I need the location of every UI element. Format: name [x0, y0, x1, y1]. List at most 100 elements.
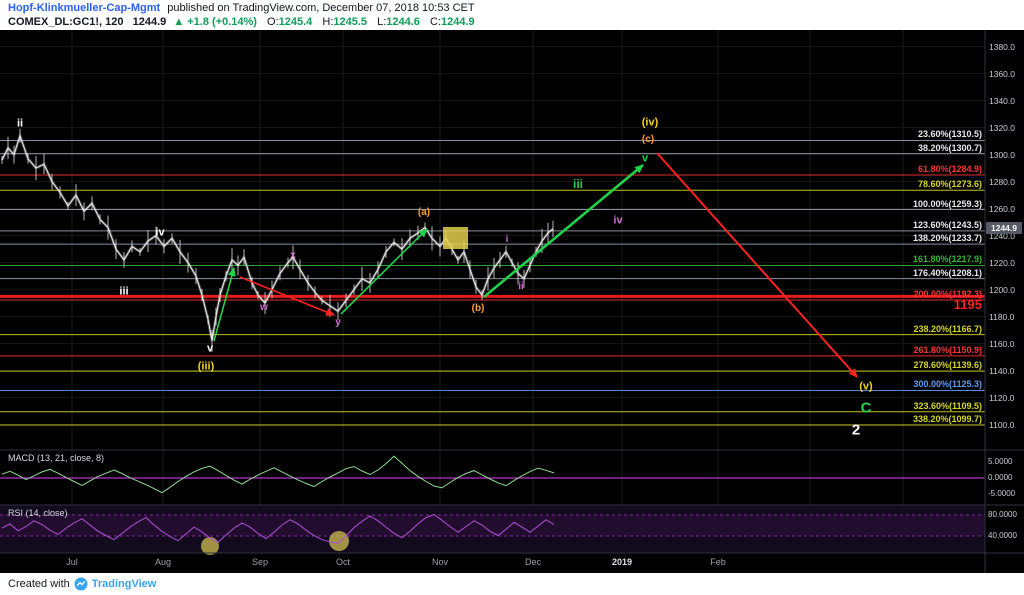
fib-level-label: 1195 — [953, 297, 982, 313]
publish-line: Hopf-Klinkmueller-Cap-Mgmt published on … — [8, 1, 1016, 15]
trend-arrow-red[interactable] — [656, 152, 858, 378]
price-tick-label: 1180.0 — [989, 311, 1015, 322]
time-axis-label[interactable]: Dec — [524, 557, 542, 567]
wave-label-ii[interactable]: ii — [518, 281, 524, 292]
price-tick-label: 1140.0 — [989, 365, 1015, 376]
wave-label-b[interactable]: (b) — [471, 303, 485, 314]
oscillator-tick-label: 0.0000 — [988, 473, 1013, 482]
wave-label-c[interactable]: (c) — [641, 134, 655, 145]
highlight-box[interactable] — [443, 227, 468, 249]
fib-level-label: 23.60%(1310.5) — [917, 129, 982, 140]
symbol-line: COMEX_DL:GC1!, 120 1244.9 ▲ +1.8 (+0.14%… — [8, 15, 1016, 29]
wave-label-v[interactable]: (v) — [859, 380, 873, 393]
fib-level-label: 38.20%(1300.7) — [917, 142, 982, 153]
fib-level-label: 338.20%(1099.7) — [912, 414, 982, 425]
trend-arrow-red[interactable] — [239, 276, 335, 316]
fib-level-label: 138.20%(1233.7) — [912, 233, 982, 244]
price-tick-label: 1340.0 — [989, 95, 1015, 106]
chart-canvas[interactable] — [0, 30, 1024, 573]
wave-label-ii[interactable]: ii — [16, 117, 24, 130]
price-tick-label: 1120.0 — [989, 392, 1015, 403]
wave-label-iv[interactable]: iv — [155, 226, 165, 239]
trend-arrow-green[interactable] — [483, 163, 644, 299]
macd-indicator-title[interactable]: MACD (13, 21, close, 8) — [8, 453, 105, 463]
time-axis-label[interactable]: Feb — [710, 557, 726, 567]
price-change: ▲ +1.8 (+0.14%) — [173, 16, 257, 28]
fib-level-label: 300.00%(1125.3) — [913, 379, 982, 390]
open-value: 1245.4 — [278, 16, 313, 28]
fib-level-label: 323.60%(1109.5) — [913, 400, 982, 411]
wave-label-iii[interactable]: (iii) — [197, 360, 215, 373]
wave-label-iv[interactable]: iv — [613, 214, 623, 227]
snapshot-footer: Created with TradingView — [0, 573, 1024, 595]
oscillator-tick-label: 80.0000 — [988, 510, 1017, 519]
price-tick-label: 1380.0 — [989, 41, 1015, 52]
price-series-glow — [0, 130, 554, 342]
rsi-panel-background — [0, 505, 985, 553]
rsi-line — [1, 513, 555, 544]
time-axis-label[interactable]: 2019 — [611, 557, 633, 567]
time-axis-label[interactable]: Aug — [154, 557, 172, 567]
fib-level-label: 176.40%(1208.1) — [912, 267, 982, 278]
fib-level-label: 200.00%(1192.3) — [913, 289, 982, 299]
price-tick-label: 1100.0 — [989, 419, 1015, 430]
wave-label-y[interactable]: y — [335, 317, 341, 328]
time-axis-label[interactable]: Oct — [335, 557, 351, 567]
close-value: 1244.9 — [441, 16, 475, 28]
wave-label-v[interactable]: v — [641, 152, 649, 165]
price-tick-label: 1280.0 — [989, 176, 1015, 187]
wave-label-x[interactable]: x — [290, 250, 296, 261]
highlight-circle[interactable] — [201, 537, 219, 555]
fib-level-label: 238.20%(1166.7) — [913, 323, 982, 334]
price-series — [1, 133, 554, 342]
rsi-indicator-title[interactable]: RSI (14, close) — [8, 508, 68, 518]
wave-label-2[interactable]: 2 — [851, 421, 861, 439]
time-axis-label[interactable]: Sep — [251, 557, 269, 567]
oscillator-tick-label: 5.0000 — [988, 457, 1013, 466]
oscillator-tick-label: 40.0000 — [988, 531, 1017, 540]
price-tick-label: 1260.0 — [989, 203, 1015, 214]
low-value: 1244.6 — [386, 16, 420, 28]
tradingview-link[interactable]: TradingView — [91, 578, 157, 590]
price-tick-label: 1360.0 — [989, 68, 1015, 79]
time-axis-label[interactable]: Nov — [431, 557, 449, 567]
price-tick-label: 1160.0 — [989, 338, 1015, 349]
time-axis-label[interactable]: Jul — [66, 557, 78, 567]
fib-level-label: 161.80%(1217.9) — [912, 254, 982, 265]
trend-arrow-green[interactable] — [213, 267, 236, 342]
last-price-badge: 1244.9 — [986, 222, 1022, 234]
wave-label-iv[interactable]: (iv) — [641, 116, 659, 129]
price-tick-label: 1220.0 — [989, 257, 1015, 268]
low-label: L: — [377, 16, 387, 28]
fib-level-label: 100.00%(1259.3) — [912, 198, 982, 209]
wave-label-w[interactable]: w — [260, 302, 268, 313]
price-tick-label: 1300.0 — [989, 149, 1015, 160]
price-tick-label: 1320.0 — [989, 122, 1015, 133]
high-value: 1245.5 — [333, 16, 368, 28]
wave-label-a[interactable]: (a) — [417, 207, 431, 218]
wave-label-v[interactable]: v — [206, 342, 214, 355]
created-with-text: Created with — [8, 578, 70, 590]
author-link[interactable]: Hopf-Klinkmueller-Cap-Mgmt — [8, 2, 161, 14]
oscillator-tick-label: -5.0000 — [988, 489, 1016, 498]
fib-level-label: 61.80%(1284.9) — [917, 164, 982, 174]
close-label: C: — [430, 16, 441, 28]
fib-level-label: 261.80%(1150.9) — [913, 344, 982, 355]
high-label: H: — [322, 16, 334, 28]
fib-level-label: 78.60%(1273.6) — [917, 179, 982, 190]
rsi-band — [0, 515, 985, 536]
snapshot-header: Hopf-Klinkmueller-Cap-Mgmt published on … — [0, 0, 1024, 30]
fib-level-label: 278.60%(1139.6) — [913, 360, 982, 371]
last-price: 1244.9 — [132, 16, 167, 28]
trend-arrow-green[interactable] — [340, 228, 428, 315]
macd-line — [1, 455, 555, 494]
wave-label-i[interactable]: i — [505, 234, 509, 245]
symbol-title: COMEX_DL:GC1!, 120 — [8, 16, 124, 28]
wave-label-iii[interactable]: iii — [119, 285, 129, 298]
wave-label-iii[interactable]: iii — [572, 177, 584, 191]
fib-level-label: 123.60%(1243.5) — [912, 219, 982, 230]
wave-label-C[interactable]: C — [860, 399, 872, 417]
highlight-circle[interactable] — [329, 531, 349, 551]
